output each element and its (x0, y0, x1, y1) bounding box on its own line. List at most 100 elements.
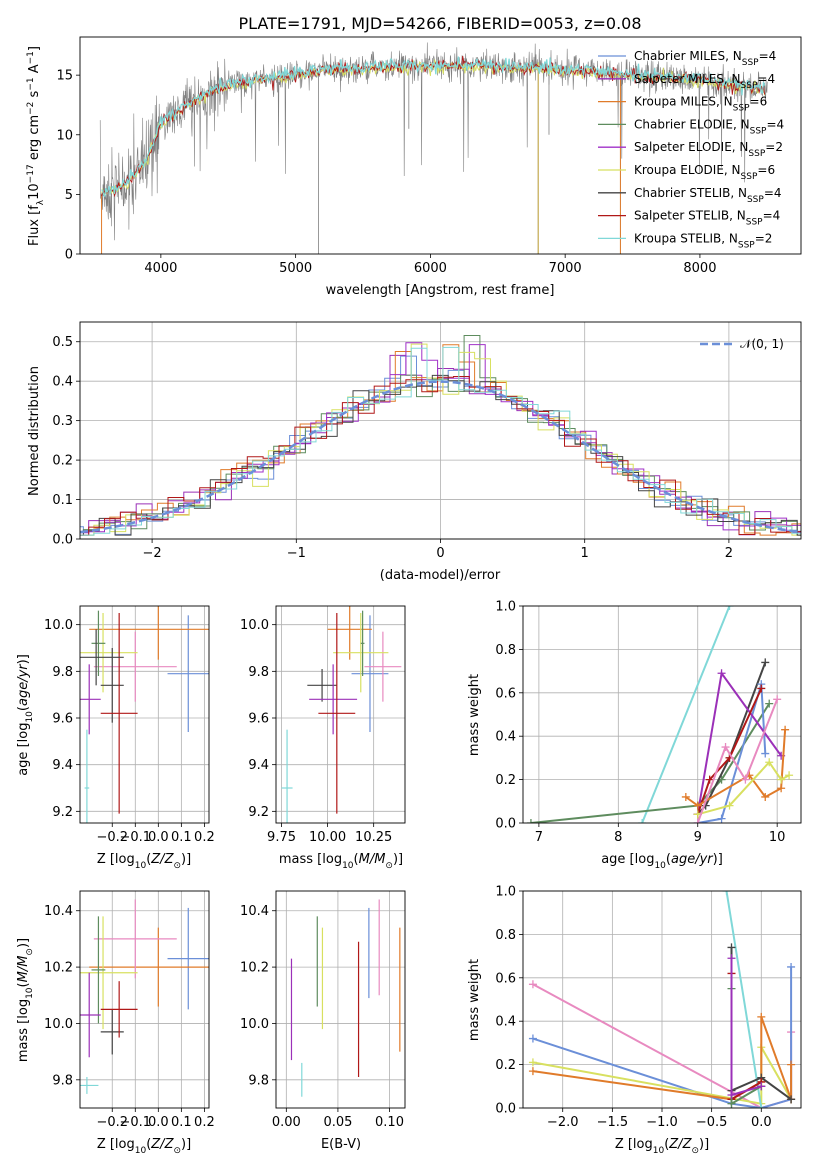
series-point (761, 792, 770, 801)
mass-vs-Z-axes: −0.2−0.10.0 0.1 0.2 9.8 10.0 10.2 10.4 Z [log10… (16, 890, 215, 1156)
y-tick-label: 0.6 (495, 686, 516, 701)
series-point (785, 771, 794, 780)
x-axis-label: wavelength [Angstrom, rest frame] (326, 283, 555, 298)
series-line (696, 688, 763, 815)
x-tick-label: −2 (143, 546, 162, 561)
x-tick-label: 10.25 (355, 830, 392, 845)
series-point (693, 819, 702, 823)
series-point (693, 801, 702, 810)
y-tick-label: 0 (65, 248, 73, 263)
x-tick-label: 7 (535, 830, 543, 845)
x-tick-label: −0.2 (96, 1115, 128, 1130)
y-tick-label: 10.0 (44, 1017, 73, 1032)
axes-background (80, 891, 209, 1108)
x-tick-label: 0.1 (171, 830, 192, 845)
series-point (781, 725, 790, 734)
plot-area (80, 606, 209, 823)
y-tick-label: 9.6 (248, 712, 269, 727)
y-tick-label: 0.1 (52, 493, 73, 508)
series-line (696, 698, 779, 823)
x-tick-label: 2 (725, 546, 733, 561)
y-tick-label: 0.4 (495, 730, 516, 745)
legend-entry: Kroupa MILES, NSSP=6 (634, 95, 767, 114)
x-axis-label: mass [log10(M/M⊙)] (279, 852, 403, 871)
legend-entry: Salpeter STELIB, NSSP=4 (634, 209, 780, 228)
x-tick-label: 8 (614, 830, 622, 845)
age-vs-mass-axes: 9.75 10.00 10.25 9.2 9.4 9.6 9.8 10.0 mass [log1… (240, 605, 406, 871)
x-tick-label: 4000 (144, 261, 177, 276)
x-tick-label: 10.00 (309, 830, 346, 845)
y-tick-label: 5 (65, 188, 73, 203)
legend-entry: Chabrier MILES, NSSP=4 (634, 49, 776, 68)
x-tick-label: 0.05 (323, 1115, 352, 1130)
y-tick-label: 0.0 (495, 1102, 516, 1117)
y-tick-label: 9.8 (248, 1073, 269, 1088)
x-tick-label: 0.2 (194, 1115, 215, 1130)
x-axis-label: Z [log10(Z/Z⊙)] (97, 852, 191, 871)
x-tick-label: −1.5 (597, 1115, 629, 1130)
y-tick-label: 0.4 (495, 1015, 516, 1030)
series-line (532, 967, 793, 1108)
x-tick-label: 8000 (683, 261, 716, 276)
y-tick-label: 10.4 (240, 904, 269, 919)
series-point (725, 606, 734, 610)
x-axis-label: age [log10(age/yr)] (601, 852, 723, 871)
model-spectrum (101, 56, 766, 198)
y-tick-label: 9.6 (52, 712, 73, 727)
x-tick-label: 0.00 (272, 1115, 301, 1130)
legend-entry: Salpeter ELODIE, NSSP=2 (634, 140, 783, 159)
axes-background (523, 606, 801, 823)
y-tick-label: 9.4 (52, 758, 73, 773)
x-tick-label: 9.75 (267, 830, 296, 845)
x-tick-label: 0.2 (194, 830, 215, 845)
series-point (727, 1090, 736, 1099)
y-tick-label: 10.2 (44, 961, 73, 976)
series-point (757, 1104, 766, 1108)
series-point (528, 1067, 537, 1076)
mass-weight-vs-Z-axes: −2.0 −1.5 −1.0 −0.5 0.0 0.0 0.2 0.4 0.6 0.8 1.0 Z [… (467, 885, 802, 1156)
mass-weight-vs-age-axes: 7 8 9 10 0.0 0.2 0.4 0.6 0.8 1.0 age [log10(age/yr… (467, 600, 802, 871)
y-tick-label: 9.4 (248, 758, 269, 773)
y-tick-label: 10 (56, 128, 73, 143)
series-point (787, 1095, 796, 1104)
y-tick-label: 0.0 (52, 533, 73, 548)
y-tick-label: 0.3 (52, 414, 73, 429)
plot-area (80, 899, 209, 1094)
x-tick-label: −1 (287, 546, 306, 561)
y-axis-label: mass weight (467, 959, 482, 1041)
y-tick-label: 0.2 (495, 1058, 516, 1073)
series-point (765, 758, 774, 767)
legend-entry: 𝒩(0, 1) (740, 337, 784, 351)
axes-frame (522, 605, 802, 824)
spectrum-axes: 4000 5000 6000 7000 8000 0 5 10 15 wavelength [An… (26, 36, 802, 298)
x-tick-label: 0.0 (148, 830, 169, 845)
series-point (787, 1060, 796, 1069)
series-point (757, 684, 766, 693)
x-tick-label: −1.0 (646, 1115, 678, 1130)
legend-entry: Chabrier ELODIE, NSSP=4 (634, 117, 784, 136)
y-axis-label: age [log10(age/yr)] (16, 654, 35, 776)
y-tick-label: 15 (56, 69, 73, 84)
y-axis-label: Flux [fλ10−17 erg cm−2 s−1 A−1] (26, 46, 46, 246)
y-tick-label: 9.2 (248, 805, 269, 820)
series-point (681, 792, 690, 801)
plot-area (526, 606, 794, 823)
residuals-axes: −2 −1 0 1 2 0.0 0.1 0.2 0.3 0.4 0.5 𝒩(0, 1) (data-mo… (27, 321, 802, 583)
x-axis-label: Z [log10(Z/Z⊙)] (97, 1137, 191, 1156)
y-tick-label: 1.0 (495, 600, 516, 615)
x-tick-label: −0.1 (119, 830, 151, 845)
y-tick-label: 9.8 (52, 1073, 73, 1088)
series-point (773, 695, 782, 704)
series-point (705, 775, 714, 784)
x-axis-label: E(B-V) (321, 1137, 361, 1152)
axes-frame (79, 890, 210, 1109)
legend-entry: Kroupa ELODIE, NSSP=6 (634, 163, 775, 182)
series-point (727, 954, 736, 963)
legend-entry: Salpeter MILES, NSSP=4 (634, 72, 775, 91)
series-point (727, 1099, 736, 1108)
series-point (787, 962, 796, 971)
y-tick-label: 10.2 (240, 961, 269, 976)
x-tick-label: 9 (694, 830, 702, 845)
